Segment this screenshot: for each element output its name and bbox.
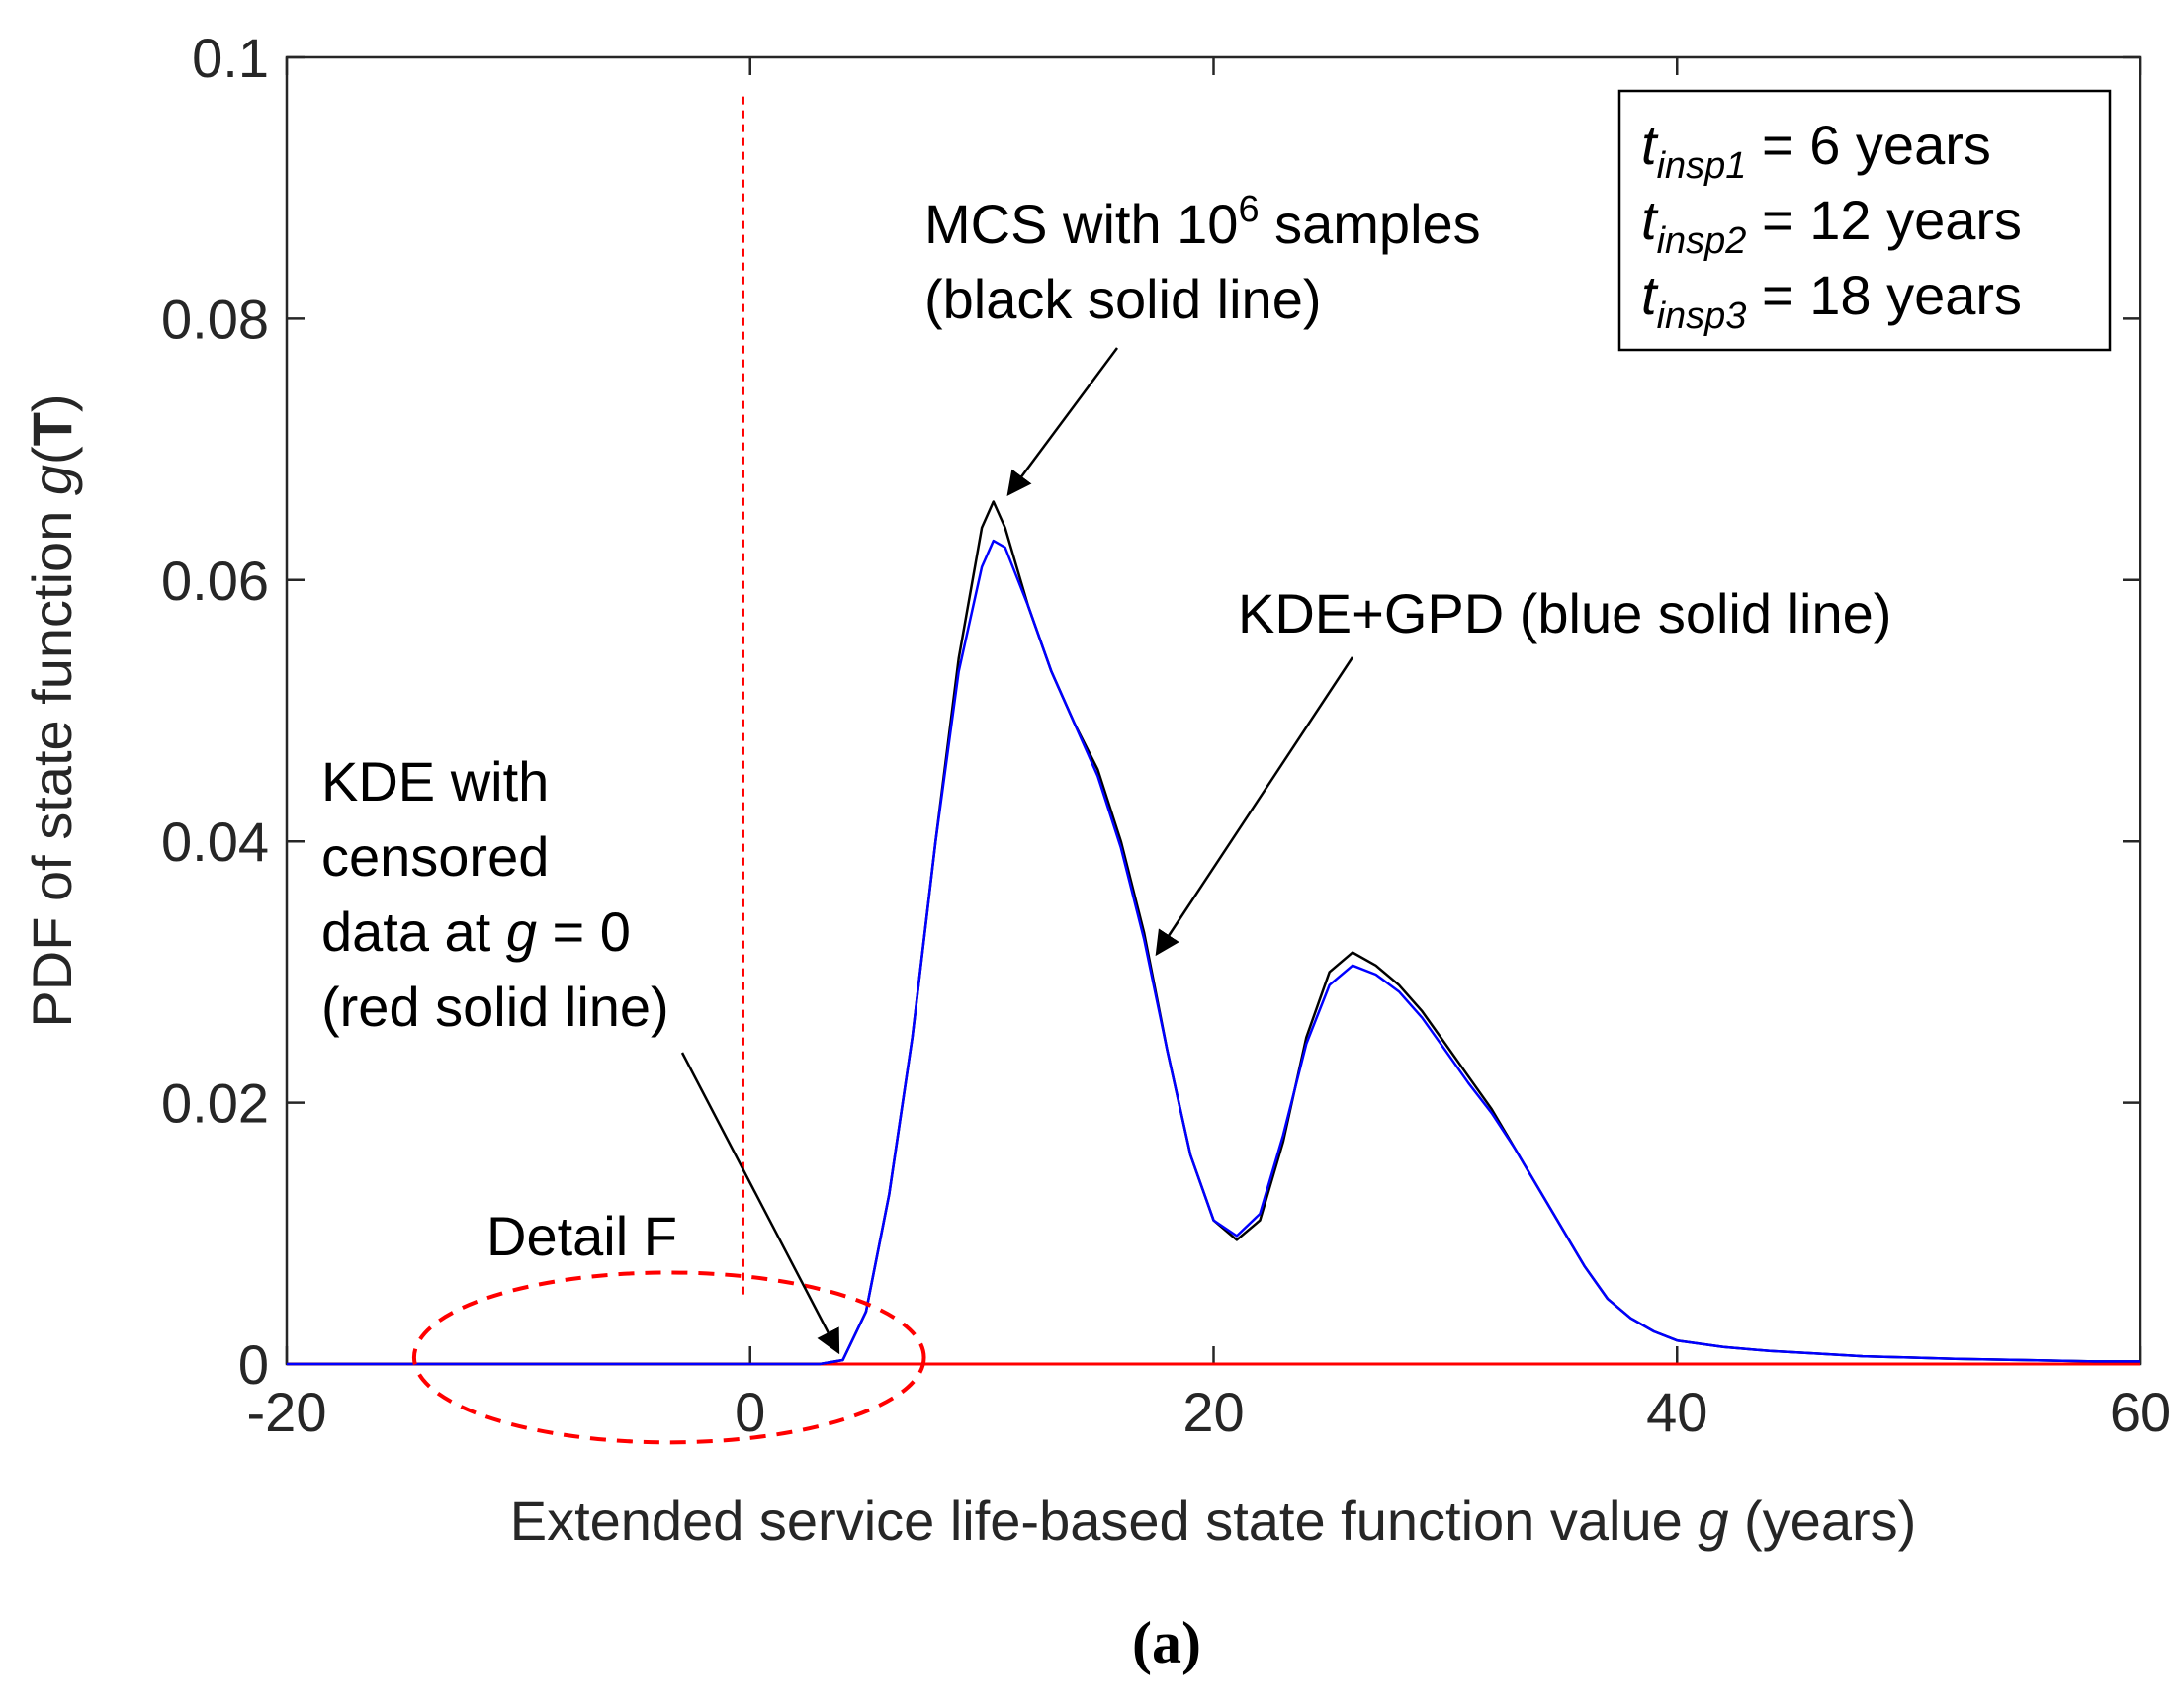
- legend-line-2: tinsp2 = 12 years: [1641, 189, 2022, 262]
- y-tick-label: 0.06: [161, 550, 269, 612]
- x-tick-label: 60: [2110, 1381, 2171, 1443]
- mcs-annotation-line2: (black solid line): [924, 268, 1322, 330]
- kde-annotation-line3: data at g = 0: [321, 900, 631, 963]
- x-axis-label: Extended service life-based state functi…: [510, 1490, 1917, 1552]
- mcs-annotation-line1: MCS with 106 samples: [924, 189, 1481, 255]
- legend-box: [1617, 89, 2112, 352]
- legend-line-1: tinsp1 = 6 years: [1641, 114, 1991, 187]
- detail-f-ellipse: [411, 1270, 926, 1445]
- kdegpd-annotation-arrow: [1155, 656, 1354, 957]
- kde-annotation-line2: censored: [321, 825, 549, 888]
- reference-markers: [411, 96, 926, 1445]
- kde-gpd-series-line: [287, 539, 2140, 1366]
- legend-line-3: tinsp3 = 18 years: [1641, 264, 2022, 337]
- x-tick-label: 20: [1182, 1381, 1244, 1443]
- detail-f-label: Detail F: [486, 1205, 677, 1267]
- series-layer: [287, 500, 2140, 1366]
- x-tick-label: 40: [1646, 1381, 1707, 1443]
- y-tick-label: 0.08: [161, 288, 269, 350]
- y-tick-label: 0.02: [161, 1072, 269, 1135]
- y-tick-label: 0.1: [192, 27, 269, 89]
- mcs-annotation-arrow: [1006, 347, 1119, 497]
- kde-annotation-line1: KDE with: [321, 750, 549, 812]
- kde-annotation-arrow: [680, 1052, 840, 1355]
- y-axis-label: PDF of state function g(T): [21, 393, 83, 1027]
- kde-annotation-line4: (red solid line): [321, 976, 669, 1038]
- x-tick-label: 0: [735, 1381, 765, 1443]
- panel-label: (a): [1132, 1610, 1201, 1675]
- y-tick-label: 0: [238, 1333, 269, 1396]
- kdegpd-annotation: KDE+GPD (blue solid line): [1238, 582, 1891, 644]
- y-tick-label: 0.04: [161, 811, 269, 873]
- x-tick-label: -20: [247, 1381, 327, 1443]
